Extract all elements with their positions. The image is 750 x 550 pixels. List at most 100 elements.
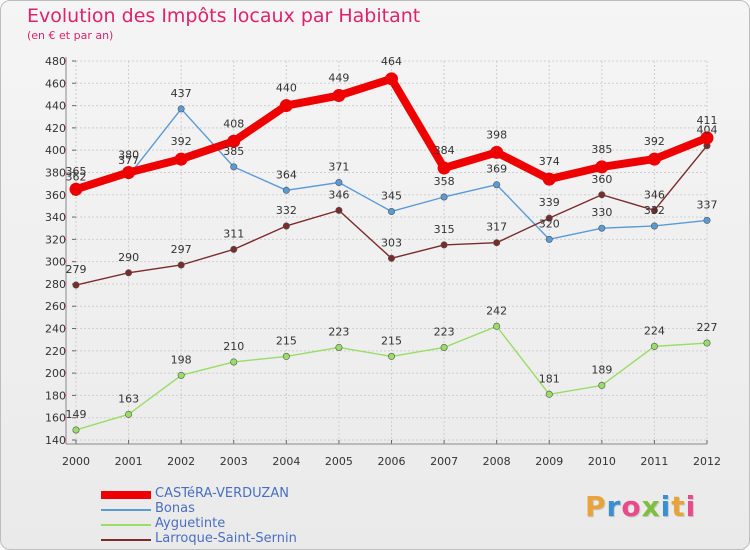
y-tick-label: 300 [45, 256, 66, 269]
data-point [282, 222, 290, 230]
data-label: 369 [486, 163, 507, 176]
data-point [332, 89, 346, 103]
data-point [72, 281, 80, 289]
data-point [385, 72, 398, 86]
data-label: 408 [223, 117, 244, 130]
data-point [493, 181, 501, 189]
x-tick-label: 2012 [693, 455, 721, 468]
data-label: 374 [539, 155, 560, 168]
data-label: 317 [486, 221, 507, 234]
data-label: 330 [591, 206, 612, 219]
data-point [69, 182, 83, 196]
data-point [335, 179, 343, 187]
data-point [440, 343, 448, 351]
data-label: 224 [644, 324, 665, 337]
data-point [230, 245, 238, 253]
chart-title: Evolution des Impôts locaux par Habitant [27, 5, 421, 27]
data-point [279, 99, 293, 113]
data-point [282, 352, 290, 360]
data-label: 315 [434, 223, 455, 236]
legend-label: Larroque-Saint-Sernin [155, 531, 297, 546]
data-point [387, 207, 395, 215]
data-label: 332 [276, 204, 297, 217]
data-point [177, 371, 185, 379]
y-tick-label: 200 [45, 367, 66, 380]
data-label: 371 [328, 161, 349, 174]
y-tick-label: 420 [45, 122, 66, 135]
legend-swatch [101, 509, 151, 511]
x-tick-label: 2009 [535, 455, 563, 468]
data-point [545, 390, 553, 398]
data-point [493, 239, 501, 247]
data-label: 149 [66, 408, 87, 421]
data-point [122, 165, 136, 179]
legend-label: CASTéRA-VERDUZAN [155, 486, 289, 501]
data-point [335, 206, 343, 214]
logo-letter: P [585, 490, 607, 523]
data-label: 297 [171, 243, 192, 256]
data-label: 181 [539, 372, 560, 385]
data-label: 346 [328, 188, 349, 201]
data-label: 242 [486, 304, 507, 317]
x-tick-label: 2010 [588, 455, 616, 468]
data-label: 223 [328, 325, 349, 338]
data-point [230, 163, 238, 171]
data-labels: 362 377 437 385 364 371 345 358 369 320 330 332 337 1… [66, 55, 718, 421]
data-label: 337 [697, 198, 718, 211]
y-tick-label: 440 [45, 100, 66, 113]
data-label: 385 [223, 145, 244, 158]
data-point [440, 241, 448, 249]
data-label: 290 [118, 251, 139, 264]
data-label: 227 [697, 321, 718, 334]
logo-letter: i [685, 490, 697, 523]
x-tick-label: 2003 [220, 455, 248, 468]
data-label: 385 [591, 143, 612, 156]
data-point [703, 216, 711, 224]
data-point [437, 161, 451, 175]
legend-label: Bonas [155, 501, 195, 516]
data-point [177, 105, 185, 113]
data-label: 279 [66, 263, 87, 276]
data-point [700, 131, 714, 145]
data-label: 364 [276, 168, 297, 181]
data-point [650, 342, 658, 350]
data-label: 360 [591, 173, 612, 186]
y-tick-label: 240 [45, 323, 66, 336]
data-label: 392 [171, 135, 192, 148]
data-label: 404 [697, 124, 718, 137]
data-point [650, 222, 658, 230]
logo-letter: r [606, 490, 622, 523]
x-tick-label: 2006 [378, 455, 406, 468]
data-point [282, 186, 290, 194]
x-tick-label: 2008 [483, 455, 511, 468]
legend-swatch [101, 491, 151, 499]
data-label: 449 [328, 72, 349, 85]
y-tick-label: 180 [45, 389, 66, 402]
data-label: 411 [697, 114, 718, 127]
data-point [650, 206, 658, 214]
y-tick-label: 260 [45, 300, 66, 313]
data-point [335, 343, 343, 351]
x-tick-label: 2005 [325, 455, 353, 468]
chart-subtitle: (en € et par an) [27, 29, 114, 42]
data-label: 189 [591, 363, 612, 376]
y-tick-label: 280 [45, 278, 66, 291]
y-tick-label: 320 [45, 233, 66, 246]
data-label: 437 [171, 87, 192, 100]
data-label: 332 [644, 204, 665, 217]
proxiti-logo: Proxiti [585, 490, 696, 523]
x-tick-label: 2000 [62, 455, 90, 468]
data-label: 365 [66, 165, 87, 178]
data-point [125, 269, 133, 277]
data-label: 311 [223, 227, 244, 240]
data-point [387, 254, 395, 262]
legend-swatch [101, 524, 151, 526]
data-point [387, 352, 395, 360]
y-tick-label: 140 [45, 434, 66, 447]
data-point [595, 160, 609, 174]
data-point [598, 224, 606, 232]
data-label: 346 [644, 188, 665, 201]
data-label: 339 [539, 196, 560, 209]
axes: 140 160 180 200 220 240 260 280 300 320 340 360 380 4… [45, 55, 721, 468]
